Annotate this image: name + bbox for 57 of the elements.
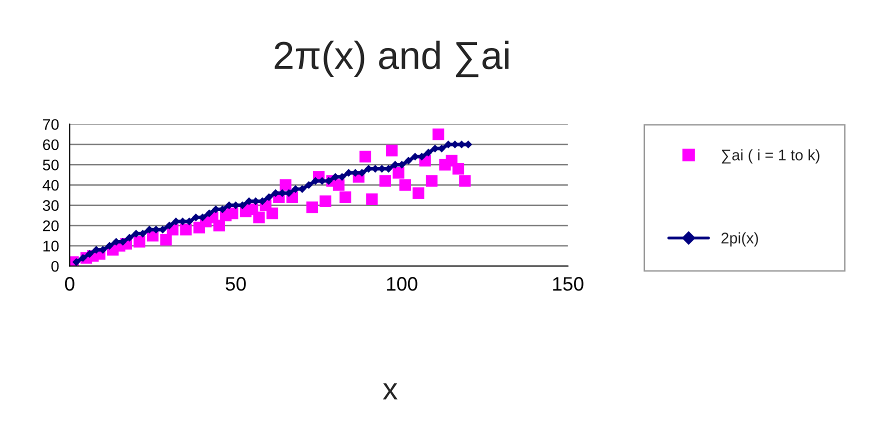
point (266, 208, 278, 220)
y-tick-label: 60 (43, 139, 59, 150)
point (464, 140, 472, 148)
point (359, 150, 372, 162)
point (332, 179, 345, 191)
point (265, 194, 273, 201)
point (180, 224, 192, 236)
point (452, 162, 464, 175)
y-tick-label: 10 (43, 240, 59, 252)
point (226, 208, 238, 220)
y-tick-label: 70 (43, 119, 59, 130)
x-tick-label: 50 (226, 277, 246, 291)
y-tick-label: 50 (42, 160, 59, 170)
point (386, 144, 398, 156)
point (426, 175, 438, 187)
point (424, 148, 432, 156)
point (298, 185, 306, 193)
point (320, 195, 332, 208)
point (186, 218, 193, 226)
point (159, 226, 166, 234)
y-tick-label: 30 (42, 200, 59, 211)
x-axis-title: x (382, 383, 398, 400)
point (438, 144, 446, 152)
point (459, 175, 471, 187)
point (139, 230, 146, 238)
point (432, 128, 444, 140)
point (345, 169, 352, 176)
legend-label: 2pi(x) (721, 232, 758, 247)
point (392, 167, 404, 179)
legend-label: ∑ai ( i = 1 to k) (722, 149, 820, 164)
x-tick-label: 150 (553, 277, 584, 291)
point (106, 242, 114, 250)
x-tick-label: 0 (65, 277, 74, 291)
point (134, 236, 146, 248)
point (404, 157, 412, 164)
chart-title: 2π(x) and ∑ai (274, 40, 508, 78)
point (379, 175, 392, 187)
point (253, 212, 265, 224)
point (212, 206, 220, 213)
y-tick-label: 0 (51, 260, 59, 272)
point (126, 234, 134, 242)
point (366, 193, 378, 205)
y-tick-label: 20 (43, 220, 59, 232)
point (444, 140, 452, 148)
point (306, 201, 318, 214)
y-tick-label: 40 (42, 180, 59, 191)
point (399, 179, 411, 191)
point (280, 179, 292, 191)
point (340, 191, 352, 203)
point (92, 246, 100, 254)
x-tick-label: 100 (387, 277, 418, 291)
point (160, 234, 172, 246)
point (213, 220, 225, 232)
point (352, 169, 359, 176)
point (305, 181, 312, 189)
point (412, 187, 424, 199)
point (72, 258, 80, 266)
